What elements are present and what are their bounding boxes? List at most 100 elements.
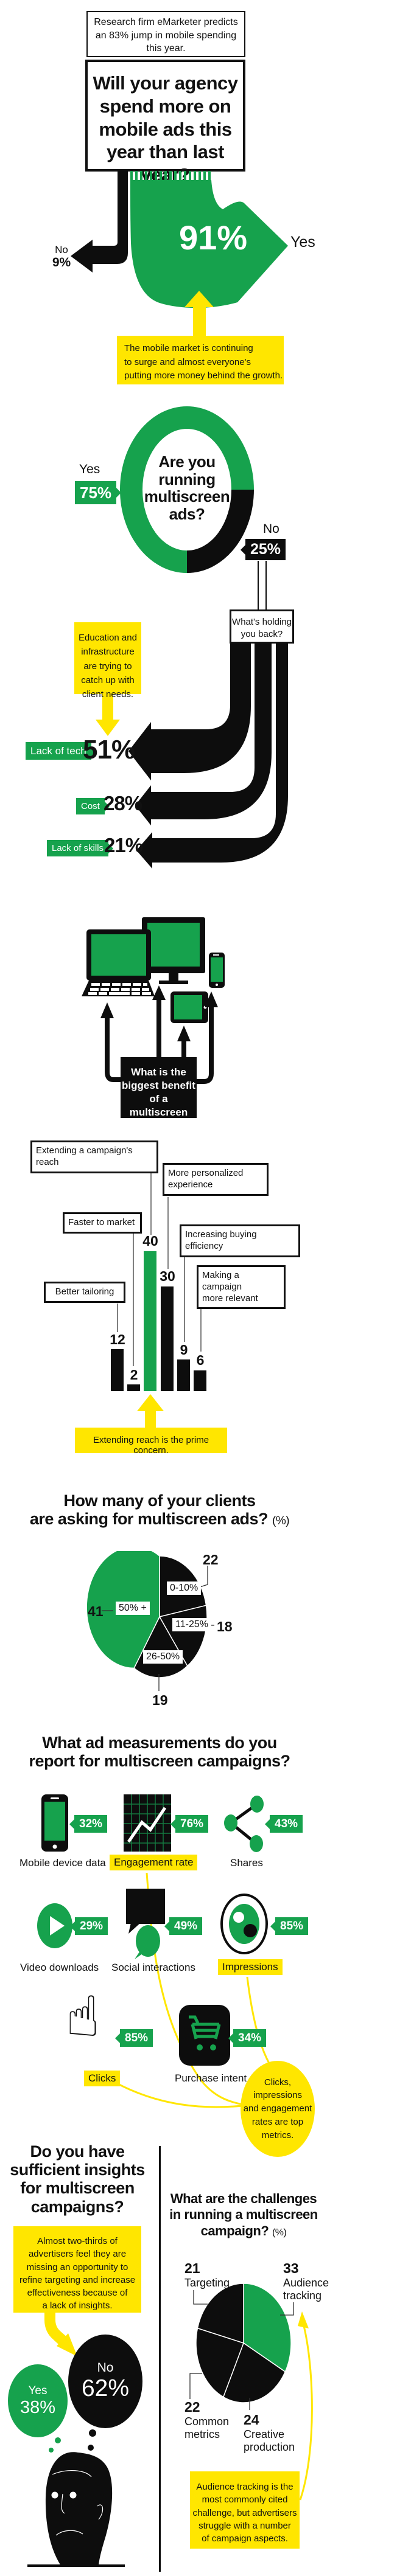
thinker-head [45,2452,113,2566]
reach-callout-stem [145,1410,156,1428]
benefit-arrowheads [100,985,218,1041]
phone-screen [211,957,223,982]
bar-more-relevant [194,1370,206,1391]
challenge-label: Common metrics [184,2415,230,2440]
metric-label-clicks: Clicks [84,2071,121,2086]
insights-no-bubble: No 62% [68,2335,142,2428]
bar-label-personalized: More personalized experience [163,1163,269,1196]
education-arrow-head [96,720,120,736]
bar-better-tailoring [111,1349,124,1391]
clients-slice-label: 11-25% [172,1618,211,1631]
running-no-label: No [263,522,279,536]
metric-value-impressions: 85% [275,1917,309,1935]
clients-heading-unit: (%) [272,1515,290,1528]
bar-label-extending: Extending a campaign's reach [30,1140,158,1173]
running-yes-label: Yes [79,462,100,476]
insights-graphic [27,2311,125,2567]
challenges-heading-text: What are the challenges in running a mul… [169,2191,318,2238]
line-chart-icon [124,1794,171,1852]
thought-dot [89,2429,96,2437]
thinker-face-lines [52,2470,104,2536]
reason-value-lack-of-skills: 21% [104,834,143,856]
slice-audience-tracking [243,2283,292,2373]
bar-label-efficiency: Increasing buying efficiency [180,1224,300,1257]
metric-label-impressions: Impressions [218,1959,283,1975]
measurements-heading: What ad measurements do you report for m… [29,1734,290,1771]
bar-value: 2 [130,1367,138,1383]
challenges-heading-unit: (%) [272,2227,287,2238]
challenge-value: 24 [244,2412,259,2428]
laptop-keys [88,983,151,995]
bar-value: 6 [196,1352,205,1368]
no-value: 9% [52,255,71,269]
callout-arrow-up [184,291,214,307]
reach-callout: Extending reach is the prime concern. [75,1428,227,1456]
clients-heading-text: How many of your clients are asking for … [29,1491,269,1529]
thought-dot [55,2437,61,2443]
insights-yes-label: Yes [28,2384,47,2397]
laptop-screen [91,934,146,976]
metric-value-clicks: 85% [120,2029,153,2047]
challenge-creative-production: 24 Creative production [244,2412,295,2453]
donut-question: Are you running multiscreen ads? [144,453,230,523]
metric-value-shares: 43% [270,1815,303,1833]
challenge-label: Audience tracking [283,2277,329,2302]
bar-label-relevant: Making a campaign more relevant [197,1265,286,1310]
emarketer-note: Research firm eMarketer predicts an 83% … [86,11,245,57]
metric-label-mobile-data: Mobile device data [19,1857,106,1869]
donut-yes-segment [120,406,254,573]
play-icon [37,1903,72,1948]
bar-value: 30 [160,1268,175,1284]
clients-slice-label: 50% + [116,1602,150,1615]
metric-value-engagement: 76% [175,1815,209,1833]
metric-value-purchase: 34% [233,2029,267,2047]
insights-callout-arrowhead [57,2333,77,2356]
challenges-pie [189,2283,313,2501]
slice-creative-production [222,2342,286,2403]
benefit-arrows [105,999,214,1084]
metric-value-video: 29% [75,1917,108,1935]
share-icon [224,1796,264,1852]
green-comb [130,171,211,180]
no-label: No [55,244,68,255]
clients-slice-value: 19 [152,1692,168,1708]
slice-common-metrics [195,2327,244,2398]
metric-label-shares: Shares [230,1857,263,1869]
challenge-value: 21 [184,2260,200,2276]
reach-callout-arrowhead [137,1394,164,1411]
insights-callout: Almost two-thirds of advertisers feel th… [13,2226,141,2313]
insights-yes-value: 38% [19,2397,56,2417]
phone-speaker [213,954,219,956]
bar-value: 9 [180,1342,188,1358]
ribbon-cost [135,644,272,825]
thought-dot [49,2448,54,2453]
bar-value: 12 [110,1331,125,1347]
challenge-label: Creative production [244,2428,295,2453]
insights-heading: Do you have sufficient insights for mult… [10,2142,145,2216]
metric-label-purchase: Purchase intent [175,2072,247,2084]
metric-label-engagement: Engagement rate [110,1855,198,1870]
monitor-base [159,981,188,984]
insights-callout-arrow [44,2311,68,2345]
donut-no-segment [187,490,254,573]
clients-slice-value: 41 [88,1603,104,1619]
education-arrow-stem [102,693,113,720]
challenge-label: Targeting [184,2277,230,2289]
reason-label-lack-of-tech: Lack of tech [26,742,91,760]
thought-dot [88,2445,94,2451]
no-arrow-shape [71,170,128,273]
bar-value: 40 [142,1233,158,1249]
yes-label: Yes [290,234,315,251]
running-yes-value: 75% [75,481,117,504]
cursor-icon: ☝ [66,1984,100,2049]
reason-value-lack-of-tech: 51% [83,735,135,765]
bar-faster-to-market [127,1384,140,1391]
challenges-heading: What are the challenges in running a mul… [169,2191,318,2239]
insights-yes-bubble: Yes 38% [8,2364,68,2437]
speech-bubbles-icon [126,1889,165,1959]
challenge-targeting: 21 Targeting [184,2260,230,2290]
reason-label-lack-of-skills: Lack of skills [47,840,109,856]
ribbon-lack-of-skills [136,644,288,869]
bar-extending-reach [144,1251,156,1391]
